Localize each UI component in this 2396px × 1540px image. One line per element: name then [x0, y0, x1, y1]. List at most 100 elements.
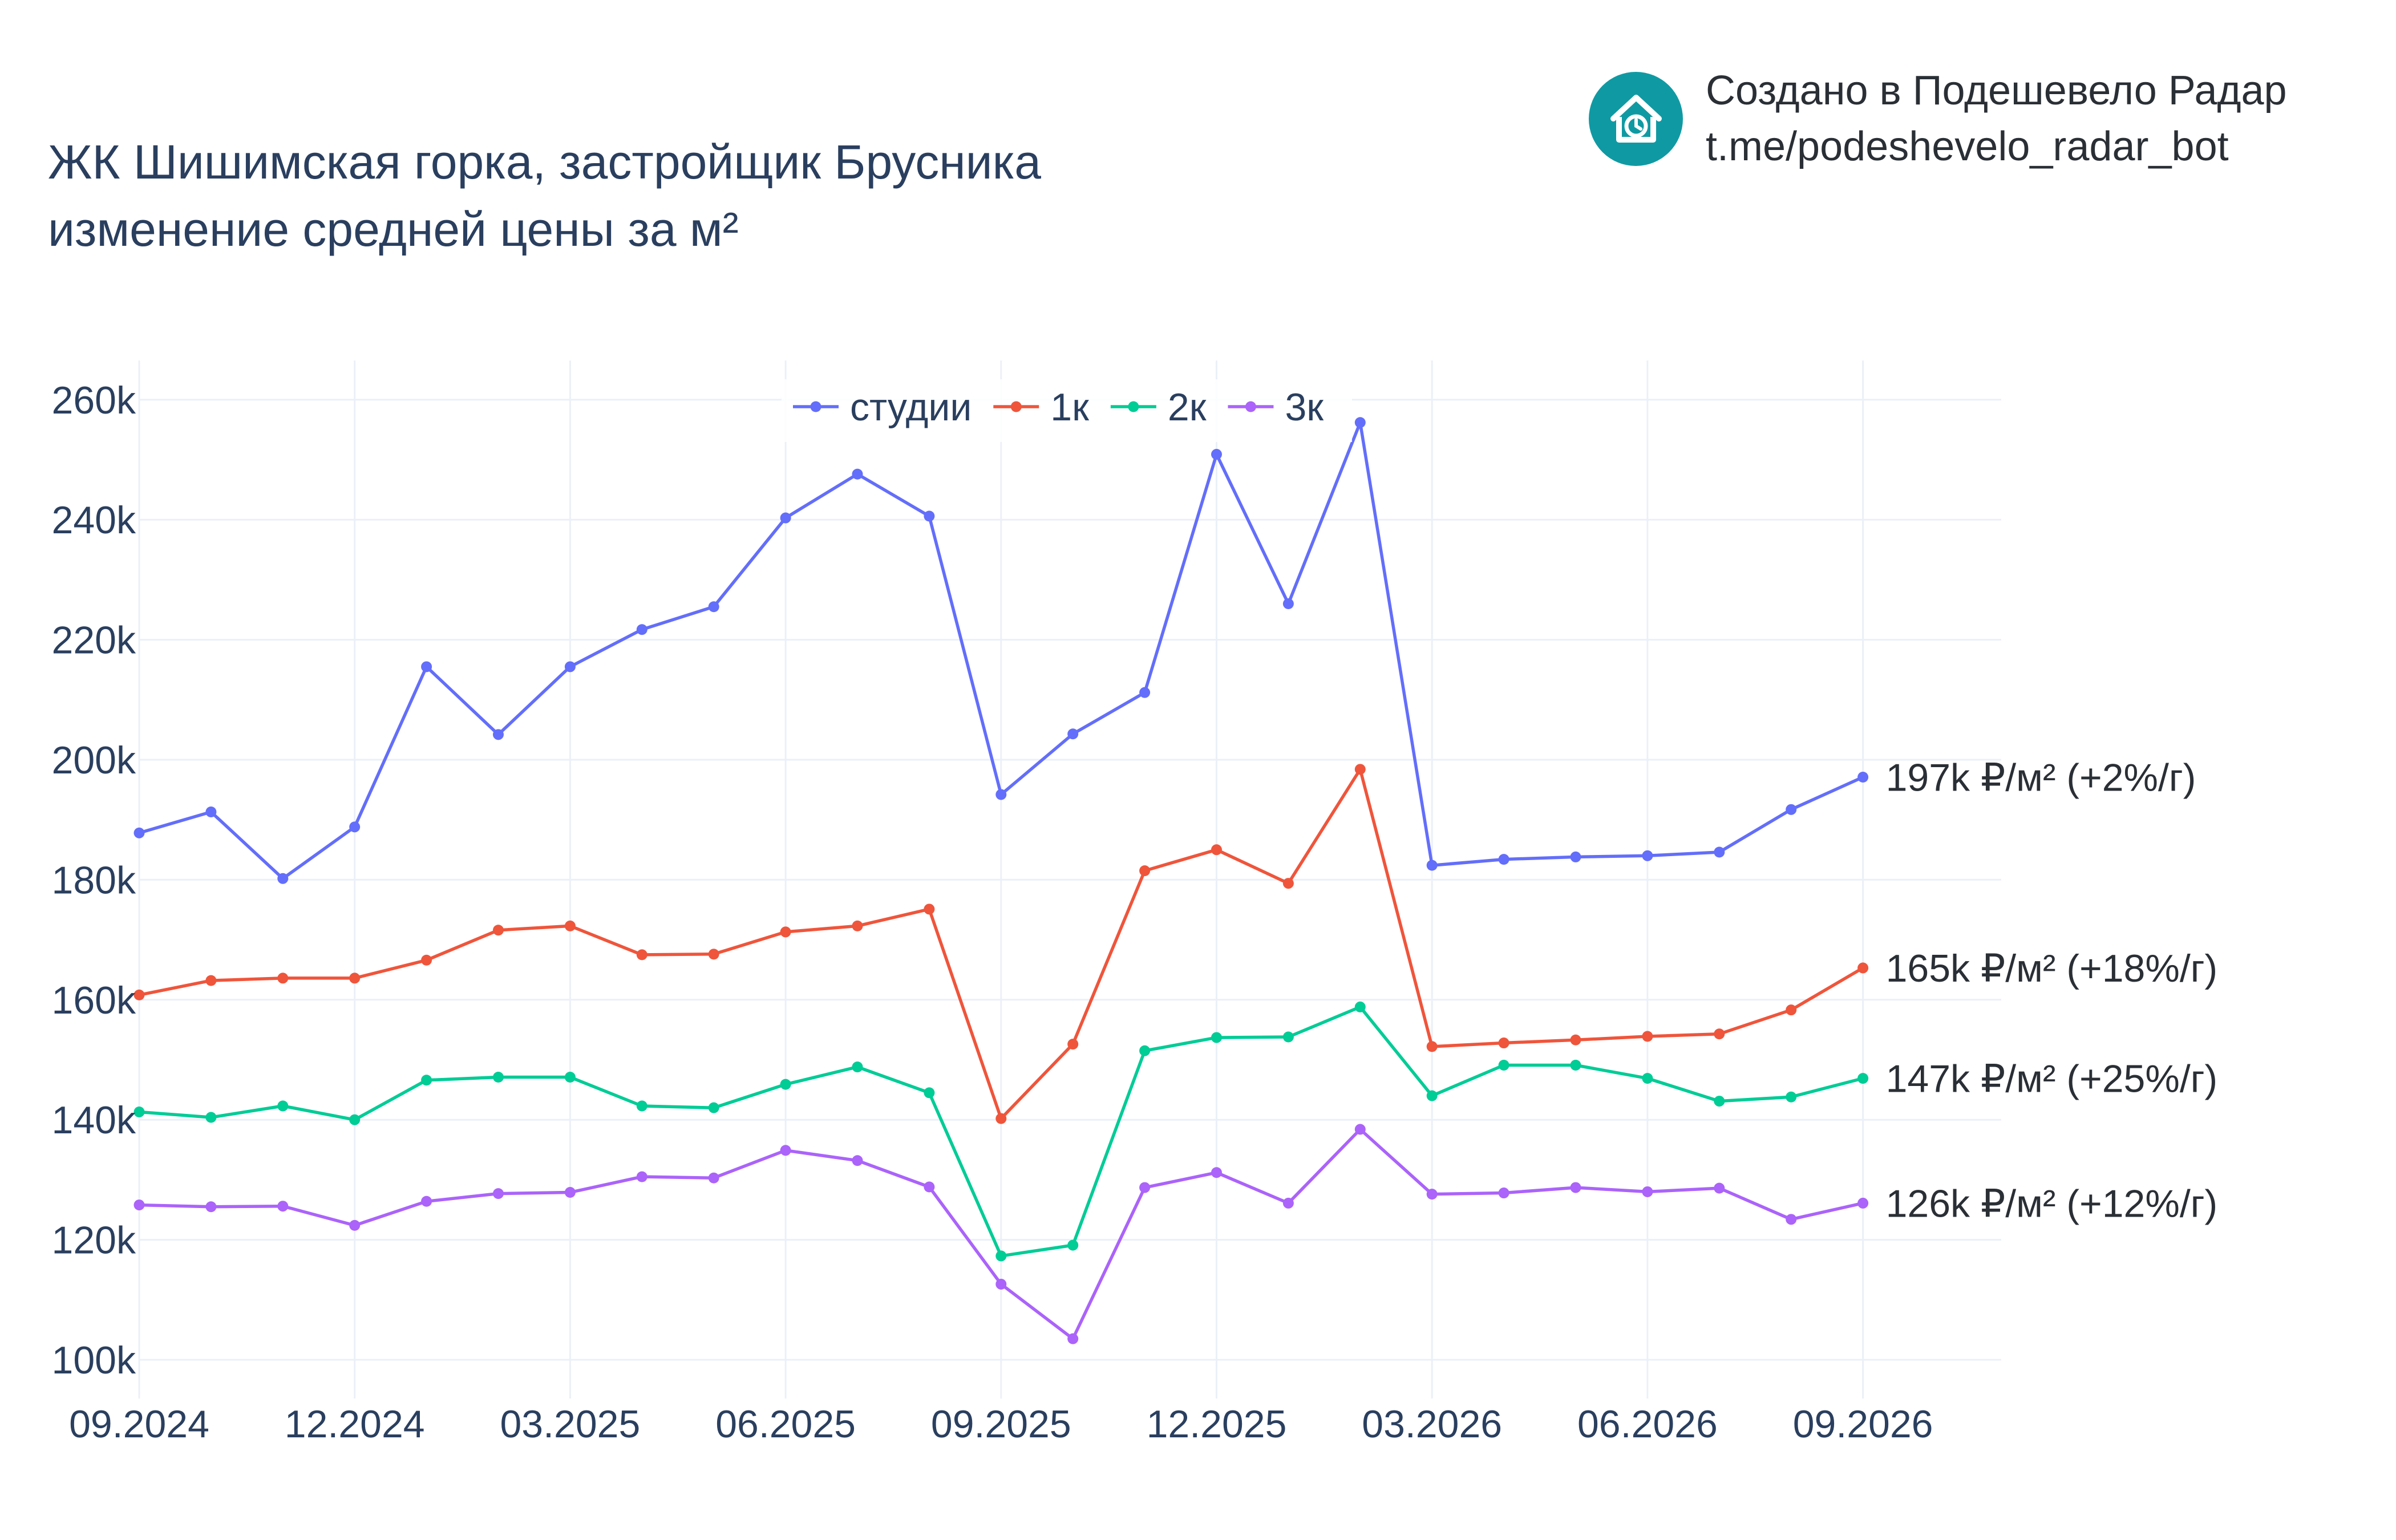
y-tick-label: 180k: [52, 858, 136, 902]
data-point: [852, 468, 863, 480]
legend-swatch-marker: [1010, 401, 1022, 412]
y-tick-label: 120k: [52, 1219, 136, 1262]
data-point: [995, 789, 1007, 800]
data-point: [1282, 1031, 1294, 1043]
data-point: [780, 926, 791, 938]
y-tick-label: 240k: [52, 499, 136, 542]
brand-block: Создано в Подешевело Радар t.me/podeshev…: [1589, 63, 2287, 175]
data-point: [1139, 865, 1151, 877]
data-point: [708, 601, 719, 613]
data-point: [1857, 962, 1869, 974]
legend-item[interactable]: 1к: [993, 386, 1090, 429]
data-point: [1857, 1073, 1869, 1084]
data-point: [1139, 1045, 1151, 1056]
data-point: [564, 661, 576, 672]
data-point: [924, 510, 935, 522]
data-point: [1211, 1167, 1222, 1178]
data-point: [708, 1102, 719, 1113]
data-point: [1498, 854, 1509, 865]
legend-item[interactable]: 2к: [1110, 386, 1207, 429]
legend-item[interactable]: студии: [793, 386, 972, 429]
data-point: [1786, 1091, 1797, 1103]
legend-swatch-marker: [810, 401, 821, 412]
legend-label: 3к: [1285, 386, 1324, 429]
data-point: [1570, 1059, 1581, 1071]
data-point: [1067, 1333, 1079, 1344]
x-tick-label: 09.2025: [931, 1403, 1071, 1446]
data-point: [995, 1250, 1007, 1262]
data-point: [1211, 1032, 1222, 1043]
legend-label: 1к: [1050, 386, 1090, 429]
data-point: [349, 972, 361, 984]
data-point: [1570, 851, 1581, 862]
data-point: [1426, 1189, 1438, 1200]
data-point: [780, 1079, 791, 1090]
data-point: [493, 925, 504, 936]
legend-swatch-marker: [1128, 401, 1139, 412]
data-point: [421, 1075, 432, 1086]
brand-link[interactable]: t.me/podeshevelo_radar_bot: [1706, 124, 2229, 169]
series-end-label: 147k ₽/м² (+25%/г): [1886, 1057, 2218, 1101]
data-point: [995, 1113, 1007, 1124]
data-point: [1354, 417, 1366, 428]
data-point: [421, 1195, 432, 1207]
data-point: [1498, 1038, 1509, 1049]
chart-title: ЖК Шишимская горка, застройщик Брусника …: [48, 128, 1041, 263]
house-clock-icon: [1589, 71, 1683, 166]
data-point: [1354, 764, 1366, 775]
x-tick-label: 09.2026: [1793, 1403, 1933, 1446]
data-point: [780, 512, 791, 524]
x-tick-label: 06.2026: [1577, 1403, 1718, 1446]
data-point: [1714, 1182, 1725, 1194]
data-point: [1857, 1197, 1869, 1209]
data-point: [1211, 449, 1222, 460]
data-point: [564, 1186, 576, 1198]
data-point: [708, 1172, 719, 1184]
legend-label: 2к: [1168, 386, 1207, 429]
series-4: [133, 1124, 1869, 1344]
data-point: [708, 949, 719, 960]
x-tick-label: 03.2025: [500, 1403, 640, 1446]
legend-background: [782, 379, 1352, 442]
brand-name: Создано в Подешевело Радар: [1706, 68, 2287, 114]
data-point: [493, 729, 504, 740]
data-point: [277, 873, 289, 884]
data-point: [1570, 1182, 1581, 1193]
series-2: [133, 764, 1869, 1124]
data-point: [1714, 846, 1725, 858]
data-point: [1067, 728, 1079, 740]
data-point: [421, 954, 432, 966]
series-1: [133, 417, 1869, 884]
data-point: [852, 920, 863, 931]
series-end-label: 165k ₽/м² (+18%/г): [1886, 947, 2218, 990]
end-labels: 197k ₽/м² (+2%/г) 165k ₽/м² (+18%/г) 147k …: [1886, 756, 2218, 1226]
data-point: [636, 1100, 647, 1112]
data-point: [133, 1107, 145, 1118]
data-point: [1642, 1186, 1653, 1197]
data-point: [1282, 1197, 1294, 1209]
legend-label: студии: [850, 386, 972, 429]
data-point: [277, 1100, 289, 1112]
data-point: [277, 1201, 289, 1212]
x-tick-label: 03.2026: [1362, 1403, 1502, 1446]
data-point: [1642, 850, 1653, 861]
data-point: [995, 1278, 1007, 1290]
x-axis-ticks: 09.2024 12.2024 03.2025 06.2025 09.2025 12.20…: [69, 1403, 1933, 1446]
x-tick-label: 06.2025: [715, 1403, 856, 1446]
legend: студии 1к 2к 3к: [782, 379, 1352, 442]
legend-item[interactable]: 3к: [1228, 386, 1324, 429]
chart-title-line1: ЖК Шишимская горка, застройщик Брусника: [48, 135, 1041, 189]
data-point: [349, 821, 361, 833]
data-point: [493, 1188, 504, 1199]
data-point: [133, 1199, 145, 1211]
data-point: [421, 661, 432, 672]
data-point: [1139, 687, 1151, 698]
data-point: [1498, 1188, 1509, 1199]
data-point: [493, 1072, 504, 1083]
data-point: [1282, 878, 1294, 889]
data-point: [1139, 1182, 1151, 1193]
data-point: [636, 949, 647, 961]
data-point: [133, 989, 145, 1000]
series-end-label: 126k ₽/м² (+12%/г): [1886, 1182, 2218, 1225]
